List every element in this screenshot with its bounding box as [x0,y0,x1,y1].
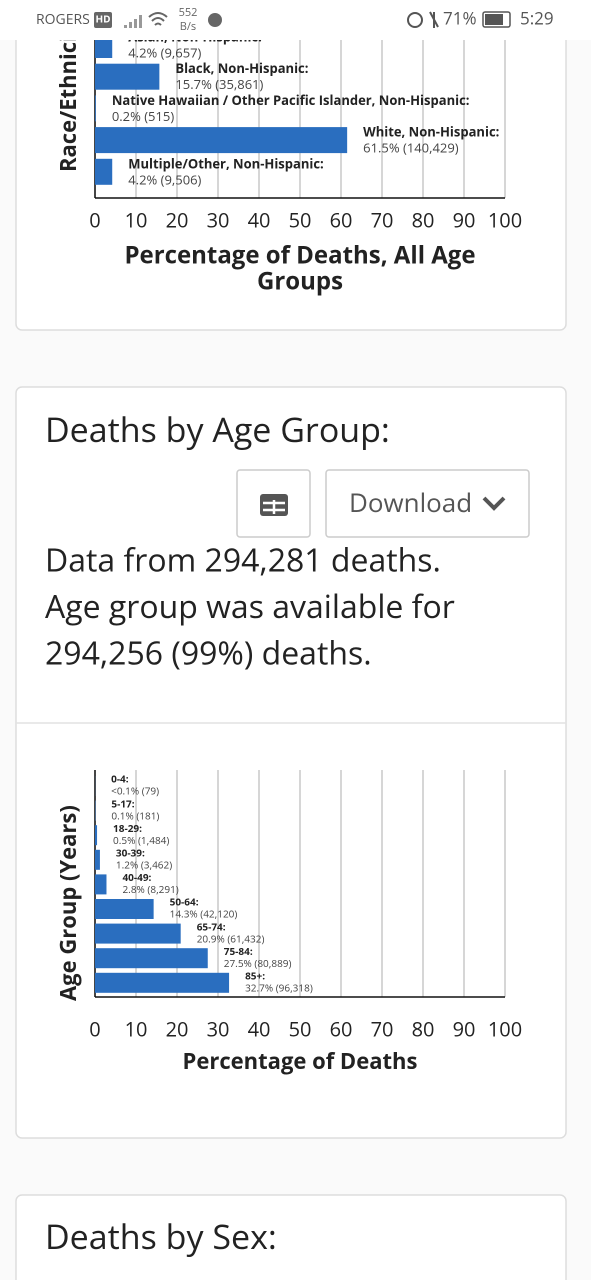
category-label: Black, Non-Hispanic: [175,59,308,77]
status-bar: ROGERS HD 552 B/s 71% 5:29 [0,0,591,40]
x-tick-label: 80 [412,206,435,233]
category-label: 75-84: [224,944,253,958]
bar [95,825,98,846]
x-tick-label: 50 [289,206,312,233]
hd-label: HD [95,12,110,26]
download-button-frame[interactable] [325,469,530,538]
summary: Data from 294,281 deaths.Age group was a… [45,539,455,675]
category-label: 5-17: [111,796,134,810]
category-label: 85+: [245,968,265,982]
category-label: 50-64: [170,895,199,909]
bar [95,923,181,944]
category-label: 18-29: [113,821,142,835]
data-label: 15.7% (35,861) [175,75,263,93]
wifi-icon [148,12,168,26]
x-tick-label: 40 [248,1015,271,1042]
hd-badge [94,12,112,28]
bar [95,899,154,919]
x-axis-title: Percentage of Deaths, All Age [124,238,475,271]
data-label: 32.7% (96,318) [245,980,313,994]
data-label: 20.9% (61,432) [197,931,265,945]
bar [95,874,107,895]
x-tick-label: 40 [248,206,271,233]
bar [95,63,160,90]
bar [95,849,100,870]
download-label[interactable]: Download [349,484,472,520]
category-label: 0-4: [111,772,129,786]
x-tick-label: 30 [207,206,230,233]
table-button[interactable] [236,469,311,538]
signal-icon [124,15,142,28]
summary-line: Age group was available for [45,585,455,628]
card-title: Deaths by Age Group: [45,406,390,452]
summary-line: Data from 294,281 deaths. [45,539,441,582]
data-label: 2.8% (8,291) [122,882,178,896]
age-chart: 0 10 20 30 40 50 60 70 80 90 100 0-4:<0.1% (79)5-17… [53,770,522,1076]
x-tick-label: 90 [453,206,476,233]
bar [95,127,348,154]
bluetooth-icon [429,11,439,28]
battery-icon [482,11,511,28]
data-label: 27.5% (80,889) [224,956,292,970]
x-tick-label: 20 [166,1015,189,1042]
sync-icon [208,13,222,27]
alarm-icon [407,12,423,28]
data-label: 61.5% (140,429) [363,139,459,157]
chevron-icon [482,496,506,511]
x-tick-label: 10 [125,206,148,233]
x-axis-title: Groups [257,264,343,297]
speed-unit: B/s [180,19,196,34]
x-tick-label: 70 [371,206,394,233]
x-tick-label: 50 [289,1015,312,1042]
bar [95,158,113,185]
x-tick-label: 80 [412,1015,435,1042]
sex-card [15,1194,567,1280]
x-tick-label: 30 [207,1015,230,1042]
carrier: ROGERS [36,10,90,29]
x-tick-label: 70 [371,1015,394,1042]
x-tick-label: 100 [488,206,522,233]
category-label: Multiple/Other, Non-Hispanic: [128,154,324,172]
bar [95,95,96,122]
category-label: 30-39: [116,845,145,859]
x-tick-label: 90 [453,1015,476,1042]
x-tick-label: 10 [125,1015,148,1042]
x-axis-title: Percentage of Deaths [183,1046,418,1076]
category-label: 40-49: [122,870,151,884]
y-axis-title: Age Group (Years) [53,805,83,1001]
x-tick-label: 0 [89,206,100,233]
data-label: 4.2% (9,506) [128,170,201,188]
card-title: Deaths by Sex: [45,1213,277,1259]
data-label: 1.2% (3,462) [116,857,172,871]
data-label: 0.5% (1,484) [113,833,169,847]
x-tick-label: 60 [330,1015,353,1042]
x-tick-label: 20 [166,206,189,233]
x-tick-label: 100 [488,1015,522,1042]
x-tick-label: 0 [89,1015,100,1042]
summary-line: 294,256 (99%) deaths. [45,632,372,675]
data-label: 0.2% (515) [112,107,175,125]
download-button[interactable]: Download [325,469,530,538]
category-label: White, Non-Hispanic: [363,123,499,141]
x-tick-label: 60 [330,206,353,233]
speed-value: 552 [179,5,198,20]
data-label: 4.2% (9,657) [128,43,201,61]
battery-level [485,14,503,25]
data-label: <0.1% (79) [111,784,159,798]
category-label: 65-74: [197,919,226,933]
bar [95,972,230,993]
category-label: Native Hawaiian / Other Pacific Islander… [112,91,470,109]
data-label: 14.3% (42,120) [170,907,238,921]
clock: 5:29 [520,7,554,30]
battery-percent: 71% [443,7,477,30]
data-label: 0.1% (181) [111,808,159,822]
bar [95,948,208,969]
